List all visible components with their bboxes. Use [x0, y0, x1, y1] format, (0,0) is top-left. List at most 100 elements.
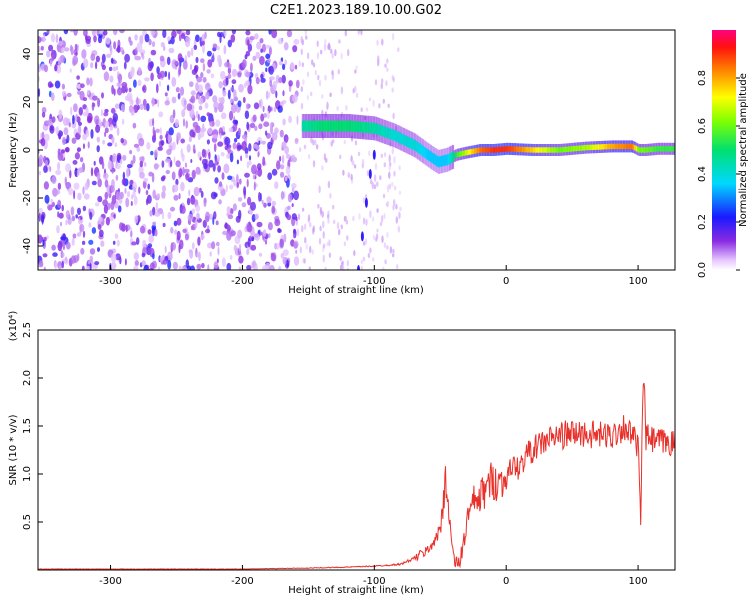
noise-cell	[179, 86, 185, 96]
snr-series-line	[38, 382, 675, 570]
noise-cell	[48, 44, 54, 52]
noise-cell	[198, 105, 203, 111]
signal-cell	[396, 131, 399, 143]
signal-cell	[333, 120, 336, 132]
signal-cell	[420, 144, 423, 156]
noise-cell	[144, 33, 150, 43]
noise-cell	[388, 164, 391, 171]
noise-cell	[303, 144, 307, 150]
signal-cell	[415, 141, 418, 152]
noise-cell	[104, 131, 107, 138]
noise-cell	[285, 154, 291, 159]
signal-cell	[604, 144, 606, 150]
noise-cell	[177, 92, 181, 100]
signal-cell	[461, 150, 464, 157]
noise-cell	[135, 55, 141, 61]
noise-cell	[371, 216, 375, 222]
noise-cell	[85, 106, 89, 117]
noise-cell	[232, 123, 238, 132]
x-tick-label: -100	[363, 276, 386, 287]
noise-cell	[42, 239, 45, 247]
noise-cell	[387, 103, 390, 109]
noise-cell	[395, 216, 398, 224]
noise-cell	[196, 76, 203, 83]
noise-cell	[376, 208, 379, 213]
noise-cell	[157, 266, 161, 270]
noise-cell	[58, 40, 64, 47]
noise-cell	[266, 58, 271, 64]
noise-cell	[109, 43, 112, 52]
noise-cell	[124, 53, 130, 63]
signal-cell	[368, 122, 371, 134]
noise-cell	[367, 253, 371, 258]
noise-cell	[268, 46, 272, 56]
noise-cell	[295, 79, 300, 89]
signal-cell	[355, 121, 358, 133]
noise-cell	[393, 156, 396, 164]
noise-cell	[60, 221, 62, 227]
signal-cell	[580, 145, 583, 151]
signal-cell	[600, 144, 603, 150]
noise-cell	[61, 204, 64, 212]
signal-cell	[670, 146, 673, 152]
noise-cell	[255, 77, 260, 85]
noise-cell	[106, 53, 111, 58]
noise-cell	[268, 30, 272, 35]
noise-cell	[166, 56, 171, 66]
noise-cell	[302, 79, 305, 86]
noise-cell	[306, 52, 310, 60]
noise-cell	[324, 266, 327, 270]
noise-cell	[237, 72, 242, 78]
noise-cell	[93, 160, 96, 166]
signal-cell	[648, 147, 651, 153]
noise-cell	[331, 70, 334, 76]
signal-cell	[441, 155, 443, 167]
noise-cell	[280, 191, 285, 200]
signal-cell	[528, 147, 531, 153]
signal-cell	[347, 120, 350, 132]
noise-cell	[182, 118, 186, 127]
noise-cell	[293, 190, 299, 201]
noise-cell	[133, 143, 140, 148]
noise-cell	[244, 110, 250, 119]
noise-cell	[247, 196, 252, 206]
noise-cell	[38, 88, 41, 97]
noise-cell	[249, 122, 256, 129]
noise-cell	[57, 242, 63, 252]
signal-cell	[520, 146, 523, 153]
noise-cell	[126, 191, 131, 198]
noise-cell	[171, 96, 177, 104]
signal-cell	[572, 146, 575, 152]
noise-cell	[224, 136, 231, 146]
noise-cell	[212, 163, 216, 172]
signal-cell	[507, 146, 510, 152]
noise-cell	[69, 169, 72, 179]
noise-cell	[91, 180, 97, 186]
noise-cell	[274, 218, 281, 227]
signal-cell	[494, 147, 497, 153]
noise-cell	[76, 232, 82, 237]
noise-cell	[152, 126, 155, 136]
noise-cell	[245, 80, 251, 87]
signal-cell	[393, 130, 396, 141]
noise-cell	[314, 69, 317, 76]
noise-cell	[246, 223, 253, 233]
noise-cell	[393, 199, 396, 206]
signal-cell	[567, 146, 570, 152]
noise-cell	[152, 221, 157, 226]
noise-cell	[213, 211, 217, 220]
noise-cell	[284, 176, 288, 182]
noise-cell	[207, 127, 213, 135]
noise-cell	[212, 43, 218, 49]
noise-cell	[195, 82, 199, 92]
noise-cell	[268, 65, 274, 75]
signal-cell	[649, 146, 652, 153]
noise-cell	[133, 252, 139, 261]
noise-cell	[157, 98, 160, 108]
noise-cell	[109, 124, 114, 131]
noise-cell	[87, 112, 93, 123]
noise-cell	[40, 138, 46, 147]
noise-cell	[268, 76, 275, 81]
signal-cell	[430, 151, 432, 163]
